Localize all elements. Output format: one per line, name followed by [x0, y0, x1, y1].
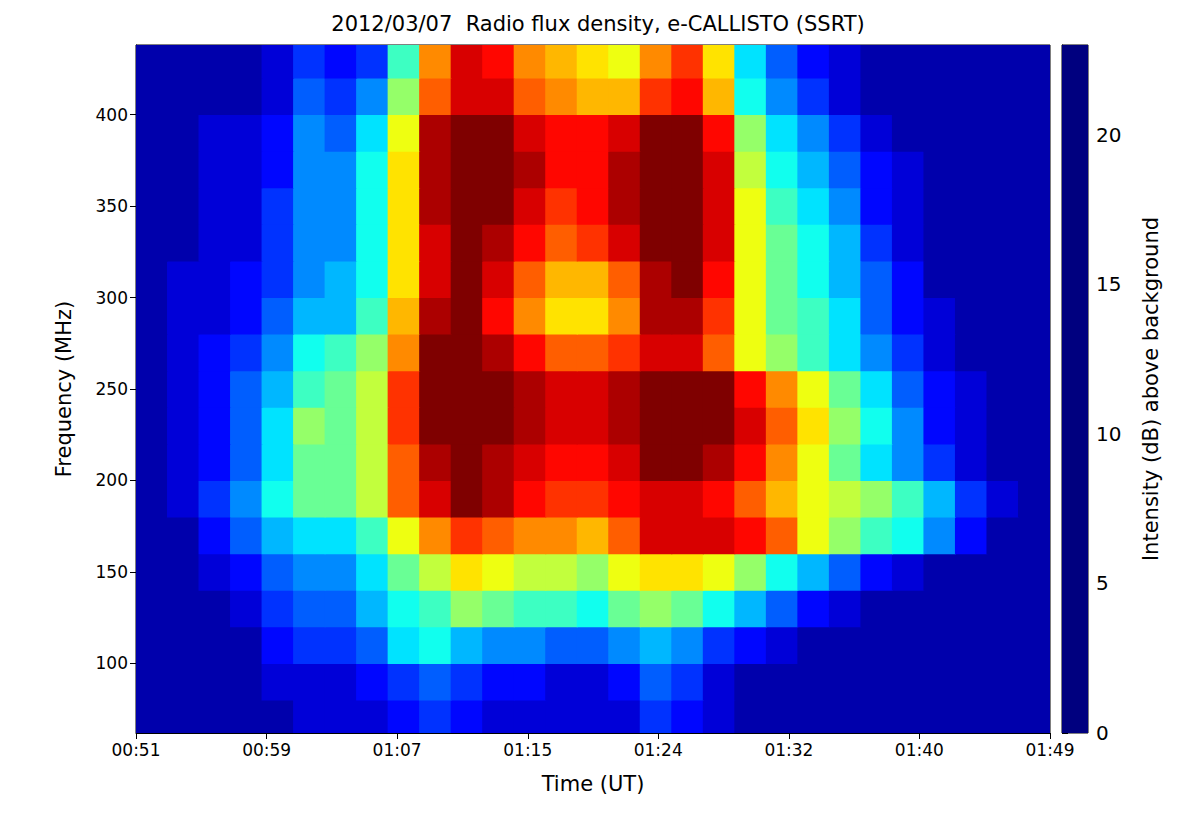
svg-text:0: 0	[1096, 721, 1109, 745]
svg-text:5: 5	[1096, 571, 1109, 595]
svg-text:100: 100	[96, 653, 128, 673]
svg-text:00:51: 00:51	[112, 740, 161, 760]
svg-text:Frequency (MHz): Frequency (MHz)	[52, 301, 76, 477]
svg-text:00:59: 00:59	[242, 740, 291, 760]
svg-text:01:49: 01:49	[1026, 740, 1075, 760]
svg-text:15: 15	[1096, 272, 1121, 296]
svg-text:01:32: 01:32	[764, 740, 813, 760]
svg-text:150: 150	[96, 562, 128, 582]
svg-text:300: 300	[96, 288, 128, 308]
svg-text:10: 10	[1096, 422, 1121, 446]
svg-text:2012/03/07 Radio flux density: 2012/03/07 Radio flux density, e-CALLIST…	[331, 12, 864, 36]
svg-text:250: 250	[96, 379, 128, 399]
svg-text:01:40: 01:40	[895, 740, 944, 760]
svg-text:Time (UT): Time (UT)	[541, 772, 645, 796]
svg-text:01:24: 01:24	[634, 740, 683, 760]
svg-text:200: 200	[96, 470, 128, 490]
svg-text:01:07: 01:07	[373, 740, 422, 760]
svg-text:Intensity (dB) above backgroun: Intensity (dB) above background	[1139, 217, 1163, 561]
svg-text:01:15: 01:15	[503, 740, 552, 760]
svg-text:400: 400	[96, 105, 128, 125]
svg-text:20: 20	[1096, 123, 1121, 147]
svg-text:350: 350	[96, 196, 128, 216]
